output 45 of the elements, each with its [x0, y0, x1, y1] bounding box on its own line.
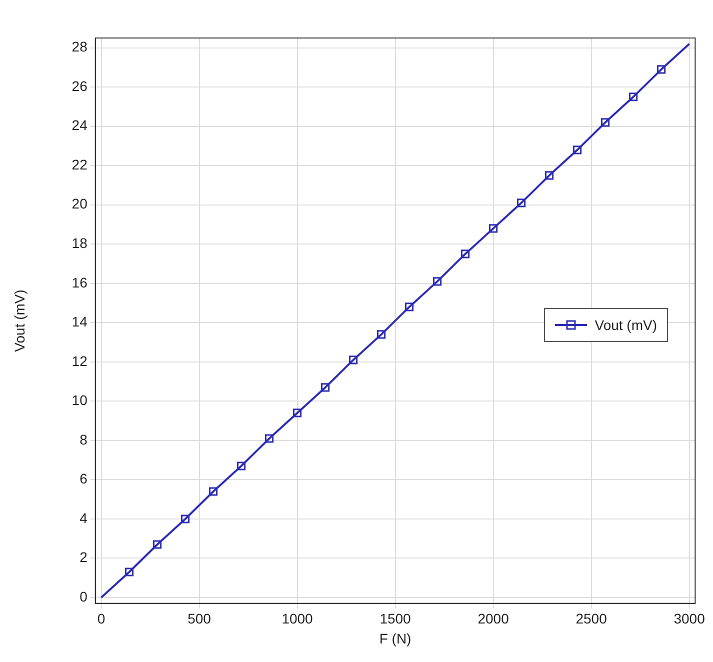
point — [292, 408, 302, 418]
y-tick-label: 14 — [72, 314, 88, 330]
x-tick-label: 3000 — [674, 610, 706, 627]
point — [208, 487, 218, 496]
y-tick-label: 12 — [72, 352, 88, 369]
y-tick-label: 26 — [72, 78, 88, 94]
x-tick-label: 2500 — [576, 610, 608, 627]
x-tick-label: 0 — [97, 610, 106, 627]
x-tick-label: 1500 — [380, 610, 412, 627]
point — [180, 514, 190, 524]
point — [152, 540, 162, 549]
x-tick-label: 1000 — [282, 610, 314, 627]
y-tick-label: 2 — [80, 549, 88, 566]
point — [573, 146, 582, 154]
point — [321, 383, 330, 392]
x-axis-title: F (N) — [379, 630, 412, 646]
point — [348, 356, 358, 364]
point — [489, 224, 498, 233]
point — [124, 568, 134, 576]
y-tick-label: 10 — [72, 392, 88, 408]
point — [657, 65, 666, 74]
legend-label: Vout (mV) — [594, 317, 657, 333]
y-tick-label: 24 — [72, 117, 88, 134]
y-tick-label: 4 — [80, 510, 88, 526]
point — [264, 434, 274, 443]
point — [545, 171, 554, 180]
y-axis-title: Vout (mV) — [11, 290, 28, 352]
point — [377, 330, 386, 339]
y-tick-label: 0 — [80, 588, 88, 604]
point — [404, 302, 414, 312]
y-tick-label: 18 — [72, 234, 88, 251]
point — [601, 118, 610, 127]
y-tick-label: 6 — [80, 470, 88, 487]
point — [629, 92, 638, 102]
x-tick-label: 2000 — [478, 610, 510, 627]
y-tick-label: 20 — [72, 196, 88, 212]
point — [460, 250, 470, 258]
point — [236, 462, 246, 470]
y-tick-label: 8 — [80, 431, 88, 448]
y-tick-label: 28 — [72, 38, 88, 55]
y-tick-label: 22 — [72, 156, 88, 172]
point — [517, 198, 526, 208]
point — [433, 277, 442, 286]
x-tick-label: 500 — [188, 610, 212, 627]
y-tick-label: 16 — [72, 274, 88, 290]
